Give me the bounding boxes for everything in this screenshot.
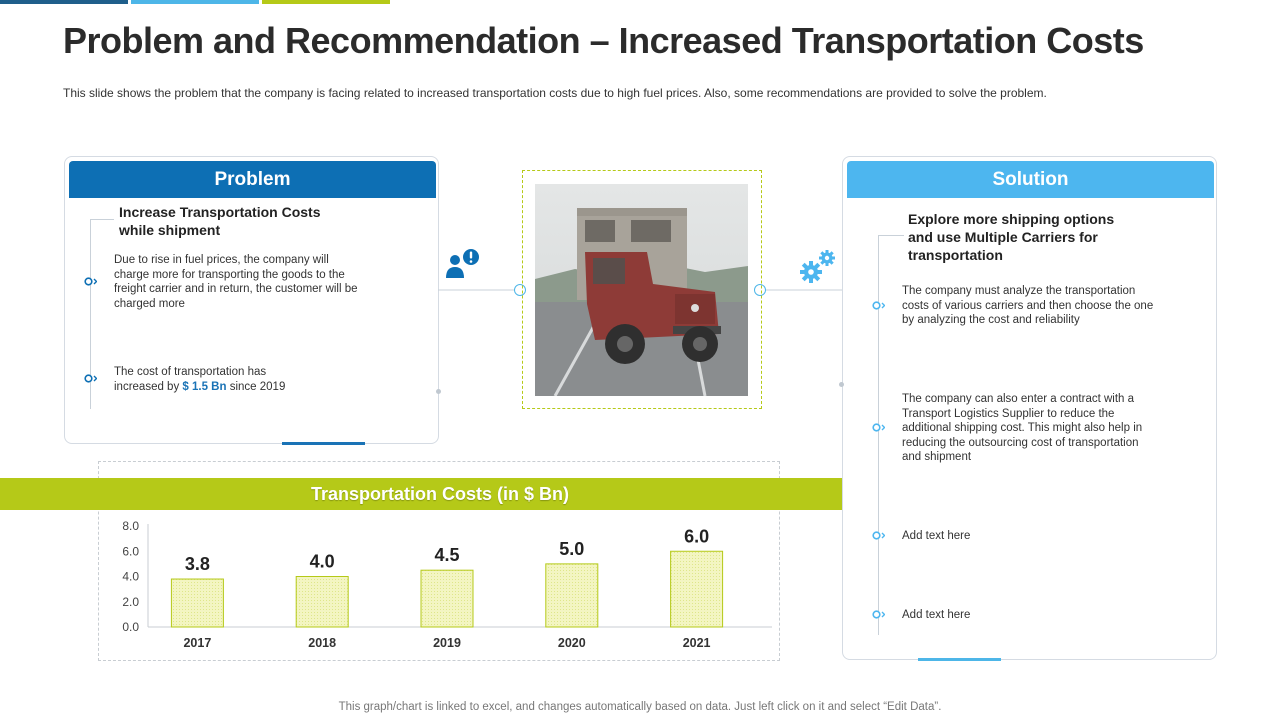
solution-card-underline xyxy=(918,658,1001,661)
x-tick-label-2018: 2018 xyxy=(308,636,336,650)
data-label-2018: 4.0 xyxy=(310,552,335,572)
solution-timeline xyxy=(878,235,879,635)
chevron-circle-icon xyxy=(872,610,885,619)
footer-note: This graph/chart is linked to excel, and… xyxy=(338,701,942,713)
chart-title-banner: Transportation Costs (in $ Bn) xyxy=(0,478,842,510)
y-tick-label: 4.0 xyxy=(122,570,139,584)
accent-bar-light-blue xyxy=(131,0,259,4)
solution-header: Solution xyxy=(847,161,1214,198)
problem-heading-connector xyxy=(90,219,114,220)
chevron-circle-icon xyxy=(872,423,885,432)
data-label-2019: 4.5 xyxy=(434,545,459,565)
bar-2020 xyxy=(545,563,599,628)
data-label-2020: 5.0 xyxy=(559,539,584,559)
x-tick-label-2019: 2019 xyxy=(433,636,461,650)
problem-heading: Increase Transportation Costs while ship… xyxy=(119,204,321,238)
problem-header: Problem xyxy=(69,161,436,198)
y-tick-label: 6.0 xyxy=(122,544,139,558)
y-tick-label: 2.0 xyxy=(122,595,139,609)
problem-decor-dot xyxy=(436,389,441,394)
transportation-costs-chart: 0.0 2.0 4.0 6.0 8.0 3.8 2017 4.0 2018 4.5 2019 5.0 2… xyxy=(122,519,772,650)
problem-card-underline xyxy=(282,442,365,445)
solution-bullet-4: Add text here xyxy=(902,609,971,621)
left-connector-node xyxy=(514,284,526,296)
cost-increase-value: $ 1.5 Bn xyxy=(182,380,227,393)
solution-bullet-3: Add text here xyxy=(902,530,971,542)
y-tick-label: 0.0 xyxy=(122,620,139,634)
left-connector xyxy=(438,289,522,291)
x-tick-label-2021: 2021 xyxy=(683,636,711,650)
bar-2017 xyxy=(170,578,224,628)
accent-bar-dark-blue xyxy=(0,0,128,4)
bar-2018 xyxy=(295,576,349,628)
problem-card: Problem xyxy=(64,156,439,445)
data-label-2021: 6.0 xyxy=(684,526,709,546)
truck-photo xyxy=(535,184,748,396)
page-title: Problem and Recommendation – Increased T… xyxy=(63,20,1144,61)
chart-frame xyxy=(98,461,780,661)
solution-card: Solution xyxy=(842,156,1217,661)
bar-2019 xyxy=(420,569,474,628)
problem-timeline xyxy=(90,219,91,409)
solution-decor-dot xyxy=(839,382,844,387)
solution-heading: Explore more shipping options and use Mu… xyxy=(908,211,1115,263)
chevron-circle-icon xyxy=(84,277,97,286)
right-connector xyxy=(760,289,844,291)
chevron-circle-icon xyxy=(872,301,885,310)
data-label-2017: 3.8 xyxy=(185,554,210,574)
x-tick-label-2020: 2020 xyxy=(558,636,586,650)
bar-2021 xyxy=(670,550,724,628)
user-alert-icon xyxy=(446,249,479,278)
y-tick-label: 8.0 xyxy=(122,519,139,533)
chevron-circle-icon xyxy=(84,374,97,383)
accent-bar-green xyxy=(262,0,390,4)
x-tick-label-2017: 2017 xyxy=(183,636,211,650)
solution-bullet-1: The company must analyze the transportat… xyxy=(902,285,1154,326)
chart-title: Transportation Costs (in $ Bn) xyxy=(310,484,569,504)
right-connector-node xyxy=(754,284,766,296)
page-subtitle: This slide shows the problem that the co… xyxy=(63,86,1047,100)
problem-bullet-2: The cost of transportation has increased… xyxy=(114,366,286,393)
solution-heading-connector xyxy=(878,235,904,236)
problem-bullet-1: Due to rise in fuel prices, the company … xyxy=(114,254,358,310)
gears-icon xyxy=(800,250,835,283)
chevron-circle-icon xyxy=(872,531,885,540)
solution-bullet-2: The company can also enter a contract wi… xyxy=(902,393,1143,463)
image-frame xyxy=(522,170,762,409)
